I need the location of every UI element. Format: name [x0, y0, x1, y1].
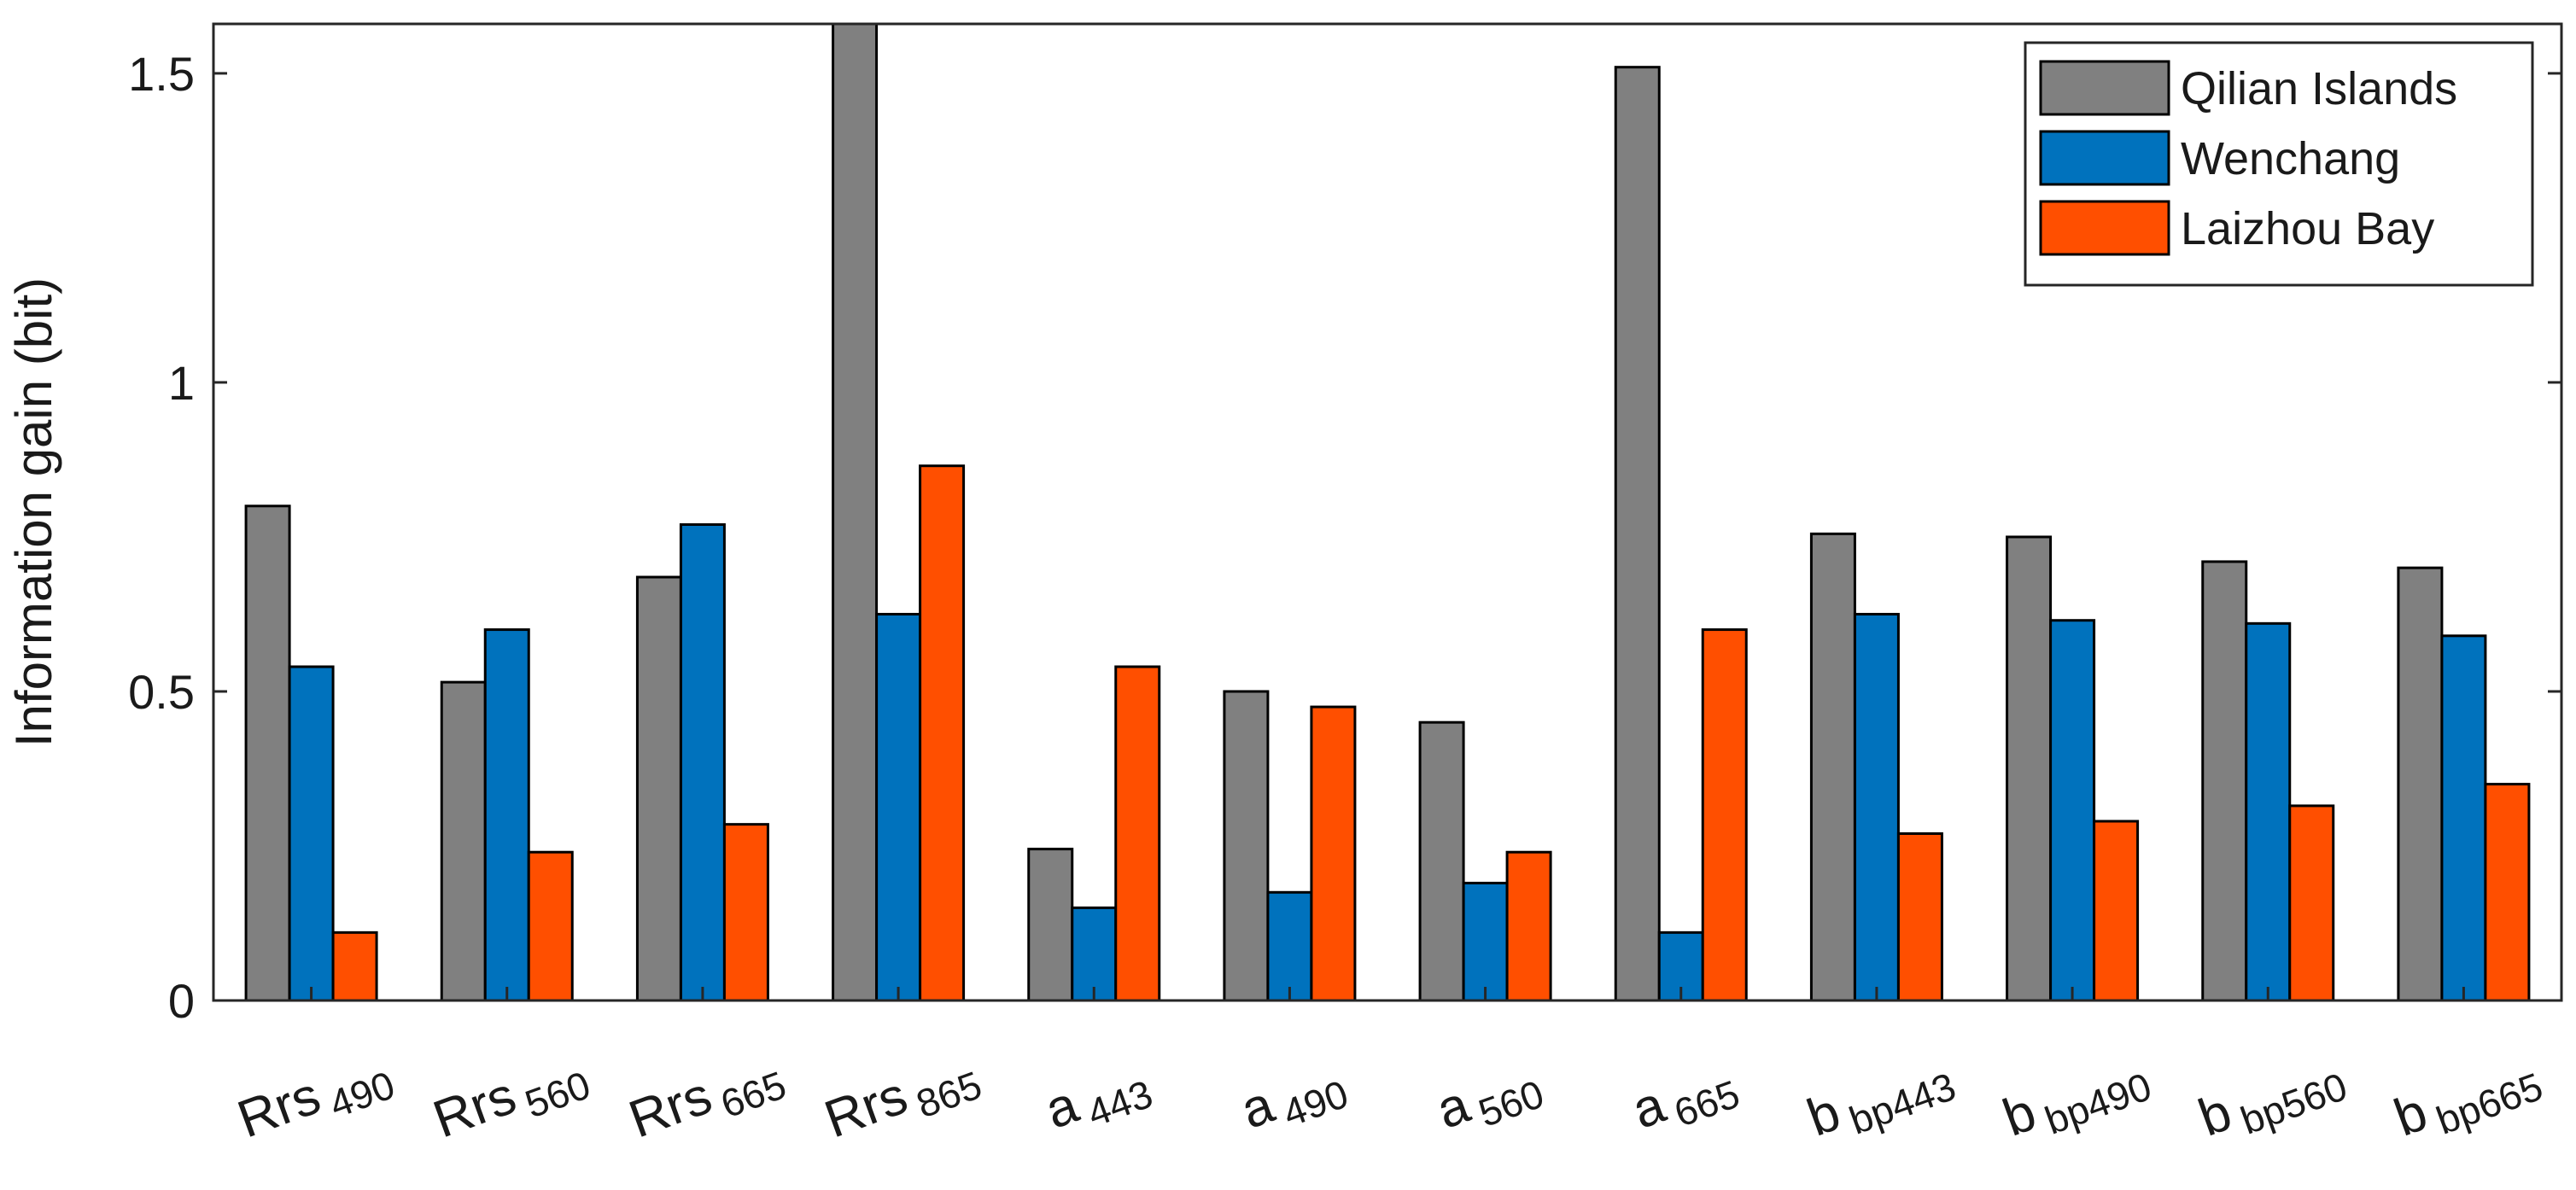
legend-label: Qilian Islands [2181, 63, 2457, 114]
bar-laizhou-bay [331, 930, 378, 1002]
y-tick-label: 0.5 [128, 665, 195, 719]
y-axis-label: Information gain (bit) [5, 277, 62, 747]
bar-wenchang [2049, 619, 2096, 1002]
bar-qilian-islands [1809, 532, 1856, 1002]
legend-label: Wenchang [2181, 133, 2400, 184]
bar-wenchang [288, 665, 335, 1002]
y-tick-label: 1.5 [128, 47, 195, 101]
legend-swatch [2039, 60, 2170, 116]
legend-swatch [2039, 130, 2170, 186]
bar-qilian-islands [2201, 560, 2248, 1002]
bar-qilian-islands [1223, 690, 1270, 1002]
bar-wenchang [1462, 881, 1509, 1002]
bar-qilian-islands [2006, 535, 2053, 1002]
bar-wenchang [875, 612, 922, 1002]
bar-wenchang [483, 628, 530, 1002]
bar-wenchang [1853, 612, 1900, 1002]
legend-label: Laizhou Bay [2181, 203, 2434, 254]
bar-qilian-islands [1418, 720, 1465, 1002]
bar-qilian-islands [635, 575, 682, 1002]
bar-qilian-islands [440, 680, 487, 1002]
bar-laizhou-bay [2288, 804, 2335, 1002]
y-tick-label: 1 [168, 356, 195, 410]
plot-frame [212, 22, 2563, 1002]
bar-qilian-islands [1027, 848, 1074, 1002]
bar-laizhou-bay [1896, 832, 1943, 1002]
y-tick-label: 0 [168, 974, 195, 1028]
bar-laizhou-bay [2484, 783, 2531, 1002]
bar-wenchang [1266, 890, 1313, 1002]
bar-qilian-islands [1614, 66, 1661, 1002]
bar-wenchang [1071, 906, 1118, 1002]
bar-laizhou-bay [1701, 628, 1748, 1002]
bar-wenchang [2245, 621, 2292, 1002]
bar-laizhou-bay [1114, 665, 1161, 1002]
bars-group [244, 22, 2531, 1002]
bar-laizhou-bay [2093, 820, 2140, 1002]
bar-wenchang [679, 522, 726, 1002]
bar-qilian-islands [2397, 566, 2444, 1002]
y-axis: 0 0.5 1 1.5 [128, 47, 2561, 1028]
legend-swatch [2039, 200, 2170, 256]
bar-qilian-islands [832, 22, 879, 1002]
bar-wenchang [2440, 634, 2487, 1002]
bar-laizhou-bay [527, 850, 574, 1002]
legend: Qilian Islands Wenchang Laizhou Bay [2024, 41, 2534, 287]
bar-laizhou-bay [1505, 850, 1552, 1002]
x-axis: Rrs490 Rrs560 Rrs665 Rrs865 a443 a490 a560 a665… [231, 987, 2549, 1149]
bar-laizhou-bay [919, 464, 966, 1002]
bar-qilian-islands [244, 505, 291, 1002]
bar-laizhou-bay [1310, 705, 1357, 1002]
bar-laizhou-bay [722, 823, 769, 1002]
